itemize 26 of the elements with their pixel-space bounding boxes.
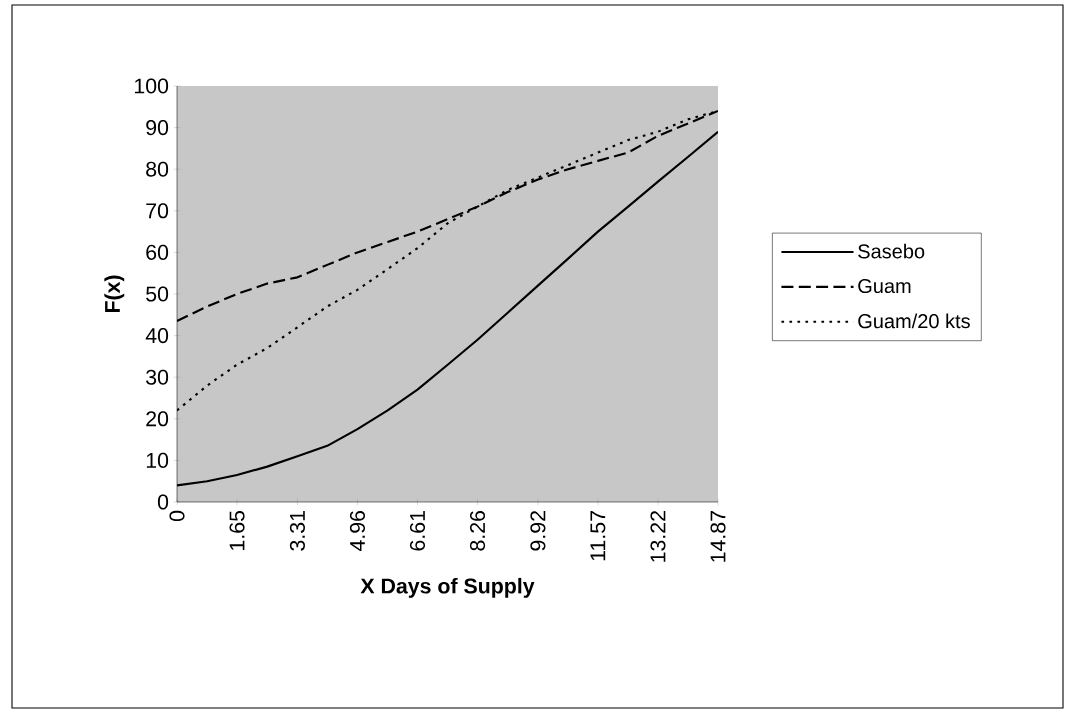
y-tick-label: 0 [157,494,169,510]
x-tick-label: 11.57 [590,511,606,561]
y-tick-label: 100 [135,78,169,94]
x-tick-label: 8.26 [469,510,486,551]
x-tick-label: 1.65 [229,510,245,550]
x-tick-label: 14.87 [710,511,726,562]
y-tick-label: 80 [146,161,169,177]
y-tick-label: 40 [145,328,169,344]
y-tick-label: 10 [146,452,169,468]
y-tick-label: 20 [146,411,169,427]
x-tick-label: 3.31 [289,511,305,551]
x-axis-title: X Days of Supply [360,577,535,598]
legend-label: Guam/20 kts [858,313,970,329]
legend-label: Sasebo [858,243,925,259]
y-tick-label: 60 [146,244,169,260]
y-tick-label: 90 [146,120,169,136]
y-axis-title: F(x) [104,275,125,313]
x-tick-label: 6.61 [409,511,426,551]
y-tick-label: 30 [146,369,169,385]
x-tick-label: 4.96 [349,510,366,552]
x-tick-label: 13.22 [650,511,666,562]
legend-label: Guam [858,278,911,294]
y-tick-label: 70 [146,203,169,219]
x-tick-label: 0 [169,510,185,522]
y-tick-label: 50 [146,286,169,302]
x-tick-label: 9.92 [530,511,546,551]
